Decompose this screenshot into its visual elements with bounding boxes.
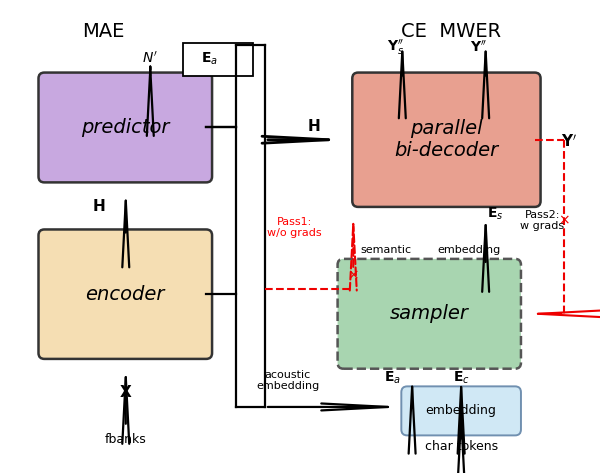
Text: ×: × [558, 214, 570, 228]
Text: CE  MWER: CE MWER [401, 22, 502, 41]
Text: $\mathbf{E}_a$: $\mathbf{E}_a$ [384, 369, 401, 386]
Text: parallel
bi-decoder: parallel bi-decoder [394, 119, 499, 160]
Text: acoustic
embedding: acoustic embedding [256, 370, 319, 391]
Text: encoder: encoder [86, 285, 165, 304]
Text: $\mathbf{X}$: $\mathbf{X}$ [119, 384, 133, 400]
Text: $\mathbf{Y}_s''$: $\mathbf{Y}_s''$ [386, 37, 404, 57]
FancyBboxPatch shape [38, 72, 212, 183]
FancyBboxPatch shape [352, 72, 541, 207]
FancyBboxPatch shape [38, 229, 212, 359]
Text: fbanks: fbanks [105, 433, 146, 446]
Text: $N'$: $N'$ [142, 51, 158, 66]
Text: embedding: embedding [437, 245, 500, 255]
FancyBboxPatch shape [182, 43, 253, 77]
Text: $\mathbf{E}_c$: $\mathbf{E}_c$ [453, 369, 470, 386]
Text: ×: × [347, 269, 359, 282]
Text: sampler: sampler [390, 304, 469, 323]
FancyBboxPatch shape [338, 259, 521, 369]
Text: Pass1:
w/o grads: Pass1: w/o grads [267, 217, 322, 238]
Text: semantic: semantic [360, 245, 411, 255]
FancyBboxPatch shape [401, 386, 521, 435]
Text: predictor: predictor [81, 118, 169, 137]
Text: $\mathbf{E}_a$: $\mathbf{E}_a$ [200, 51, 218, 67]
Text: $\mathbf{Y}''$: $\mathbf{Y}''$ [470, 39, 488, 55]
Text: $\mathbf{H}$: $\mathbf{H}$ [92, 198, 105, 214]
Text: $\mathbf{Y}'$: $\mathbf{Y}'$ [561, 134, 577, 150]
Text: $\mathbf{H}$: $\mathbf{H}$ [307, 117, 321, 133]
Text: Pass2:
w grads: Pass2: w grads [520, 210, 565, 231]
Text: char tokens: char tokens [425, 440, 498, 453]
Text: embedding: embedding [426, 404, 497, 417]
Text: $\mathbf{E}_s$: $\mathbf{E}_s$ [487, 206, 504, 222]
Text: MAE: MAE [82, 22, 124, 41]
